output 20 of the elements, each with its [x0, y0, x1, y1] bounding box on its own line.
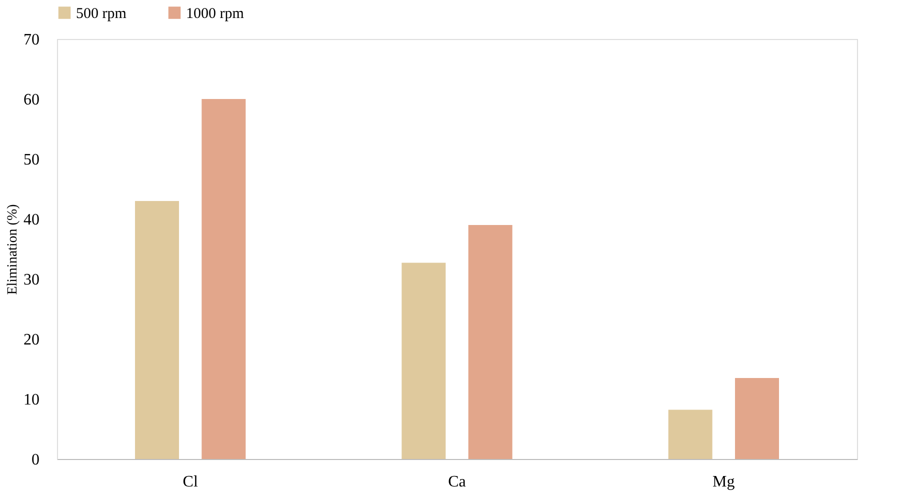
legend-label: 1000 rpm: [186, 6, 244, 22]
bar: [668, 410, 712, 459]
bar: [202, 99, 246, 459]
x-tick-label: Cl: [182, 474, 198, 490]
y-tick-label: 20: [24, 332, 40, 348]
x-tick-label: Mg: [712, 474, 735, 490]
y-axis-title: Elimination (%): [6, 204, 20, 295]
bar: [402, 262, 446, 459]
y-tick-label: 70: [24, 32, 40, 48]
y-tick-label: 50: [24, 152, 40, 168]
bar: [468, 225, 512, 459]
legend-label: 500 rpm: [76, 6, 127, 22]
y-tick-label: 40: [24, 212, 40, 228]
y-tick-label: 10: [24, 392, 40, 408]
y-tick-label: 30: [24, 272, 40, 288]
bar: [135, 201, 179, 459]
y-tick-label: 0: [32, 452, 40, 468]
x-tick-label: Ca: [448, 474, 466, 490]
bar: [735, 378, 779, 459]
y-tick-label: 60: [24, 92, 40, 108]
